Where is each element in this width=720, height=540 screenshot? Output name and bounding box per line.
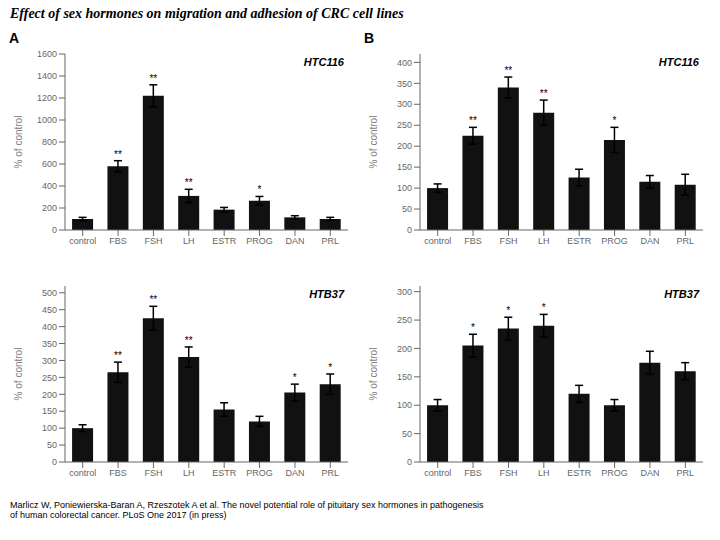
svg-text:% of control: % of control [13, 116, 24, 169]
svg-text:PROG: PROG [601, 468, 628, 478]
html-text:HTC116: HTC116 [303, 56, 344, 68]
svg-text:400: 400 [42, 322, 57, 332]
svg-text:control: control [69, 468, 96, 478]
svg-text:PRL: PRL [677, 468, 695, 478]
svg-text:50: 50 [402, 429, 412, 439]
svg-text:DAN: DAN [285, 468, 304, 478]
svg-text:*: * [328, 362, 332, 373]
svg-text:FSH: FSH [499, 236, 517, 246]
svg-text:250: 250 [42, 373, 57, 383]
svg-text:ESTR: ESTR [212, 236, 237, 246]
svg-text:LH: LH [538, 468, 550, 478]
svg-text:DAN: DAN [640, 468, 659, 478]
svg-text:**: ** [469, 115, 477, 126]
svg-text:PROG: PROG [246, 468, 273, 478]
svg-text:150: 150 [42, 406, 57, 416]
svg-text:300: 300 [397, 99, 412, 109]
svg-text:0: 0 [52, 225, 57, 235]
svg-text:100: 100 [397, 183, 412, 193]
svg-text:FBS: FBS [109, 236, 127, 246]
svg-text:1600: 1600 [37, 49, 57, 59]
svg-text:% of control: % of control [13, 348, 24, 401]
svg-text:0: 0 [407, 457, 412, 467]
svg-text:50: 50 [47, 440, 57, 450]
svg-text:250: 250 [397, 315, 412, 325]
html-text:Effect of sex hormones on migr: Effect of sex hormones on migration and … [10, 6, 404, 21]
svg-text:control: control [69, 236, 96, 246]
svg-text:600: 600 [42, 159, 57, 169]
svg-text:250: 250 [397, 120, 412, 130]
html-text:A: A [9, 30, 20, 46]
svg-text:**: ** [114, 350, 122, 361]
svg-text:**: ** [114, 149, 122, 160]
svg-text:300: 300 [397, 287, 412, 297]
svg-text:PRL: PRL [677, 236, 695, 246]
svg-text:400: 400 [397, 58, 412, 68]
svg-text:350: 350 [42, 339, 57, 349]
svg-text:DAN: DAN [285, 236, 304, 246]
html-text:HTB37: HTB37 [309, 288, 344, 300]
svg-text:ESTR: ESTR [567, 236, 592, 246]
svg-text:% of control: % of control [368, 116, 379, 169]
svg-text:200: 200 [397, 344, 412, 354]
html-text:Marlicz W, Poniewierska-Baran: Marlicz W, Poniewierska-Baran A, Rzeszot… [10, 500, 484, 520]
svg-text:200: 200 [397, 141, 412, 151]
svg-text:FBS: FBS [109, 468, 127, 478]
svg-text:100: 100 [42, 423, 57, 433]
svg-text:*: * [612, 115, 616, 126]
svg-text:800: 800 [42, 137, 57, 147]
svg-text:PROG: PROG [246, 236, 273, 246]
svg-text:*: * [293, 372, 297, 383]
svg-text:control: control [424, 468, 451, 478]
svg-text:*: * [542, 302, 546, 313]
svg-text:**: ** [185, 177, 193, 188]
svg-text:1400: 1400 [37, 71, 57, 81]
svg-text:200: 200 [42, 390, 57, 400]
svg-text:150: 150 [397, 162, 412, 172]
svg-text:0: 0 [407, 225, 412, 235]
svg-text:350: 350 [397, 79, 412, 89]
svg-text:FBS: FBS [464, 468, 482, 478]
svg-text:control: control [424, 236, 451, 246]
svg-text:50: 50 [402, 204, 412, 214]
svg-text:*: * [506, 305, 510, 316]
svg-text:400: 400 [42, 181, 57, 191]
html-text:B: B [364, 30, 375, 46]
svg-text:**: ** [540, 88, 548, 99]
svg-text:LH: LH [183, 236, 195, 246]
svg-text:PRL: PRL [322, 236, 340, 246]
svg-text:**: ** [185, 335, 193, 346]
svg-text:PRL: PRL [322, 468, 340, 478]
svg-text:LH: LH [538, 236, 550, 246]
svg-text:LH: LH [183, 468, 195, 478]
svg-text:FSH: FSH [144, 468, 162, 478]
svg-text:FSH: FSH [499, 468, 517, 478]
svg-text:ESTR: ESTR [567, 468, 592, 478]
svg-text:0: 0 [52, 457, 57, 467]
svg-text:**: ** [149, 294, 157, 305]
html-text:HTC116: HTC116 [658, 56, 699, 68]
svg-text:PROG: PROG [601, 236, 628, 246]
svg-text:FSH: FSH [144, 236, 162, 246]
svg-text:200: 200 [42, 203, 57, 213]
svg-text:1000: 1000 [37, 115, 57, 125]
svg-text:DAN: DAN [640, 236, 659, 246]
svg-text:FBS: FBS [464, 236, 482, 246]
svg-text:450: 450 [42, 305, 57, 315]
svg-text:*: * [471, 322, 475, 333]
svg-text:**: ** [149, 73, 157, 84]
svg-text:*: * [257, 184, 261, 195]
svg-text:% of control: % of control [368, 348, 379, 401]
svg-text:ESTR: ESTR [212, 468, 237, 478]
svg-text:300: 300 [42, 356, 57, 366]
html-text:HTB37: HTB37 [664, 288, 699, 300]
svg-text:500: 500 [42, 288, 57, 298]
svg-text:1200: 1200 [37, 93, 57, 103]
svg-text:150: 150 [397, 372, 412, 382]
svg-text:100: 100 [397, 400, 412, 410]
svg-text:**: ** [504, 65, 512, 76]
